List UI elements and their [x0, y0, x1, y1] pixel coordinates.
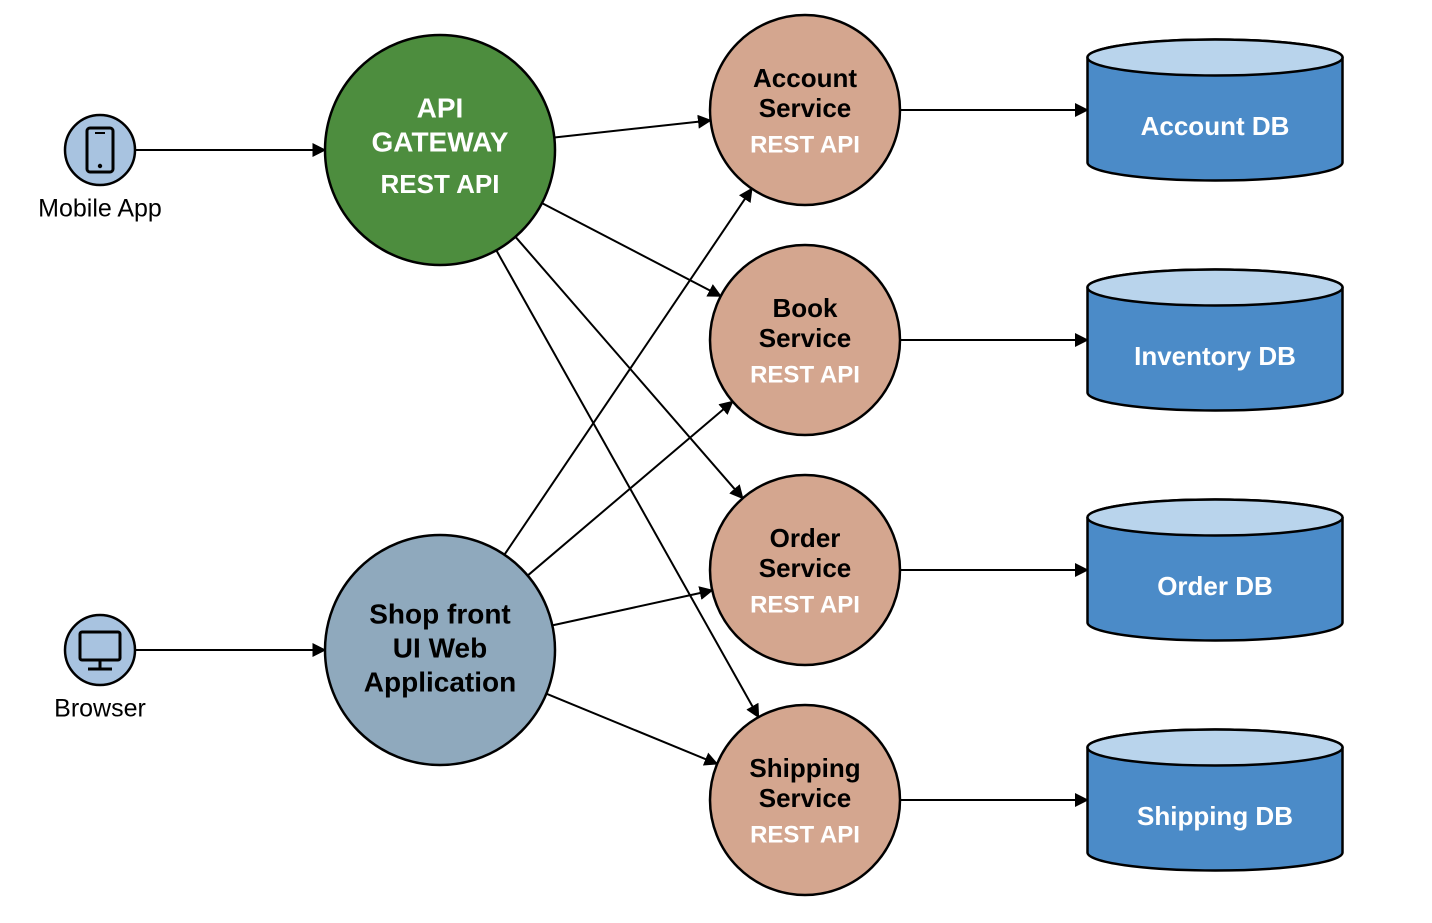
svc_book-sub: REST API	[750, 361, 860, 388]
edge-webapp-to-svc_shipping	[546, 694, 717, 764]
svc_book-title-1: Service	[759, 323, 852, 353]
svc_account-sub: REST API	[750, 131, 860, 158]
edge-gateway-to-svc_book	[542, 203, 721, 296]
browser-label: Browser	[54, 695, 146, 723]
mobile: Mobile App	[38, 115, 162, 223]
svc_order-title-0: Order	[770, 523, 841, 553]
svc_book-title-0: Book	[773, 293, 839, 323]
webapp: Shop frontUI WebApplication	[325, 535, 555, 765]
svc_shipping-title-1: Service	[759, 783, 852, 813]
db_order-label: Order DB	[1157, 571, 1273, 601]
svc_order-title-1: Service	[759, 553, 852, 583]
webapp-line-1: UI Web	[393, 632, 487, 663]
nodes: Mobile App Browser APIGATEWAY REST API Shop …	[38, 15, 1342, 895]
svc_account: AccountService REST API	[710, 15, 900, 205]
db_inventory-label: Inventory DB	[1134, 341, 1296, 371]
db_inventory: Inventory DB	[1088, 270, 1343, 411]
architecture-diagram: Mobile App Browser APIGATEWAY REST API Shop …	[0, 0, 1432, 923]
gateway-sub: REST API	[381, 169, 500, 199]
mobile-label: Mobile App	[38, 195, 162, 223]
browser: Browser	[54, 615, 146, 723]
db_order: Order DB	[1088, 500, 1343, 641]
edge-webapp-to-svc_order	[552, 590, 712, 625]
svc_book: BookService REST API	[710, 245, 900, 435]
db_shipping-label: Shipping DB	[1137, 801, 1293, 831]
webapp-line-0: Shop front	[369, 598, 511, 629]
edge-webapp-to-svc_book	[528, 401, 733, 575]
svc_order-sub: REST API	[750, 591, 860, 618]
db_account: Account DB	[1088, 40, 1343, 181]
gateway-line-0: API	[417, 92, 464, 123]
svc_order: OrderService REST API	[710, 475, 900, 665]
db_shipping: Shipping DB	[1088, 730, 1343, 871]
svc_account-title-1: Service	[759, 93, 852, 123]
svc_shipping: ShippingService REST API	[710, 705, 900, 895]
svc_shipping-title-0: Shipping	[749, 753, 860, 783]
edges	[135, 110, 1088, 800]
edge-gateway-to-svc_order	[515, 237, 742, 498]
svc_shipping-sub: REST API	[750, 821, 860, 848]
webapp-line-2: Application	[364, 666, 516, 697]
gateway: APIGATEWAY REST API	[325, 35, 555, 265]
edge-gateway-to-svc_account	[554, 120, 710, 137]
db_account-label: Account DB	[1141, 111, 1290, 141]
gateway-line-1: GATEWAY	[372, 126, 509, 157]
svc_account-title-0: Account	[753, 63, 857, 93]
